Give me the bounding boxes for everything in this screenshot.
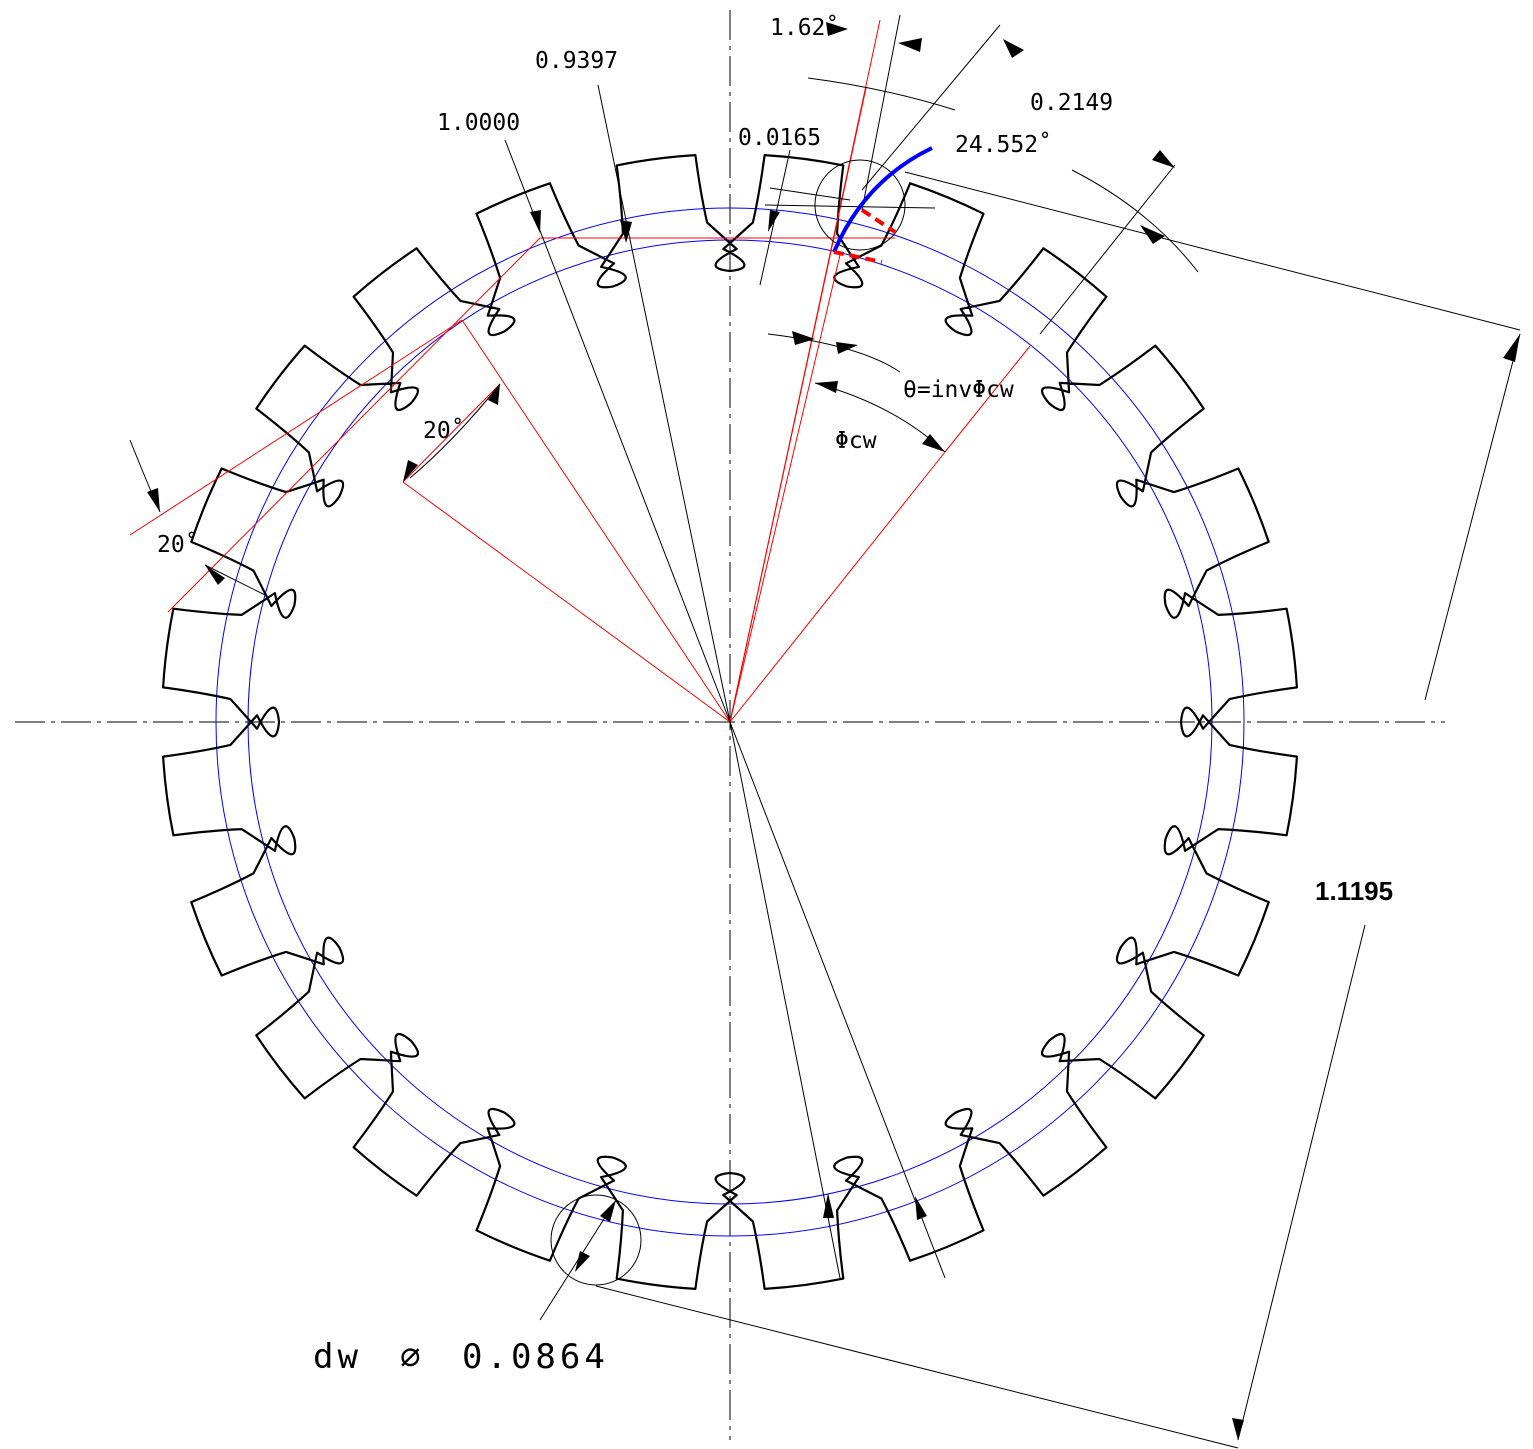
span-dimension-label: 1.1195 xyxy=(1315,876,1393,906)
leader-lines xyxy=(204,14,1521,1449)
value-1-0000-label: 1.0000 xyxy=(437,110,520,136)
inner-blue-circle xyxy=(247,239,1213,1205)
angle-1-62-label: 1.62˚ xyxy=(770,14,839,41)
value-0-2149-label: 0.2149 xyxy=(1030,90,1113,116)
contact-mark-upper xyxy=(860,208,897,234)
angle-20-inner-label: 20˚ xyxy=(423,417,465,444)
arrowheads xyxy=(147,22,1520,1440)
phi-label: Φcw xyxy=(835,428,877,454)
measuring-pin-top xyxy=(814,159,906,251)
diameter-icon: ∅ xyxy=(400,1337,424,1377)
contact-mark-lower xyxy=(833,250,883,264)
angle-24-552-label: 24.552˚ xyxy=(955,131,1052,158)
gear-outline xyxy=(162,154,1298,1290)
value-0-9397-label: 0.9397 xyxy=(535,48,618,74)
measuring-pin-bottom xyxy=(550,1194,642,1286)
outer-blue-circle xyxy=(215,207,1245,1237)
dw-value-label: 0.0864 xyxy=(462,1337,609,1377)
construction-lines xyxy=(129,19,1031,723)
dw-prefix-label: dw xyxy=(313,1337,362,1377)
value-0-0165-label: 0.0165 xyxy=(738,125,821,151)
angle-20-outer-label: 20˚ xyxy=(157,531,199,558)
theta-label: θ=invΦcw xyxy=(903,377,1014,403)
involute-curve xyxy=(832,146,933,253)
